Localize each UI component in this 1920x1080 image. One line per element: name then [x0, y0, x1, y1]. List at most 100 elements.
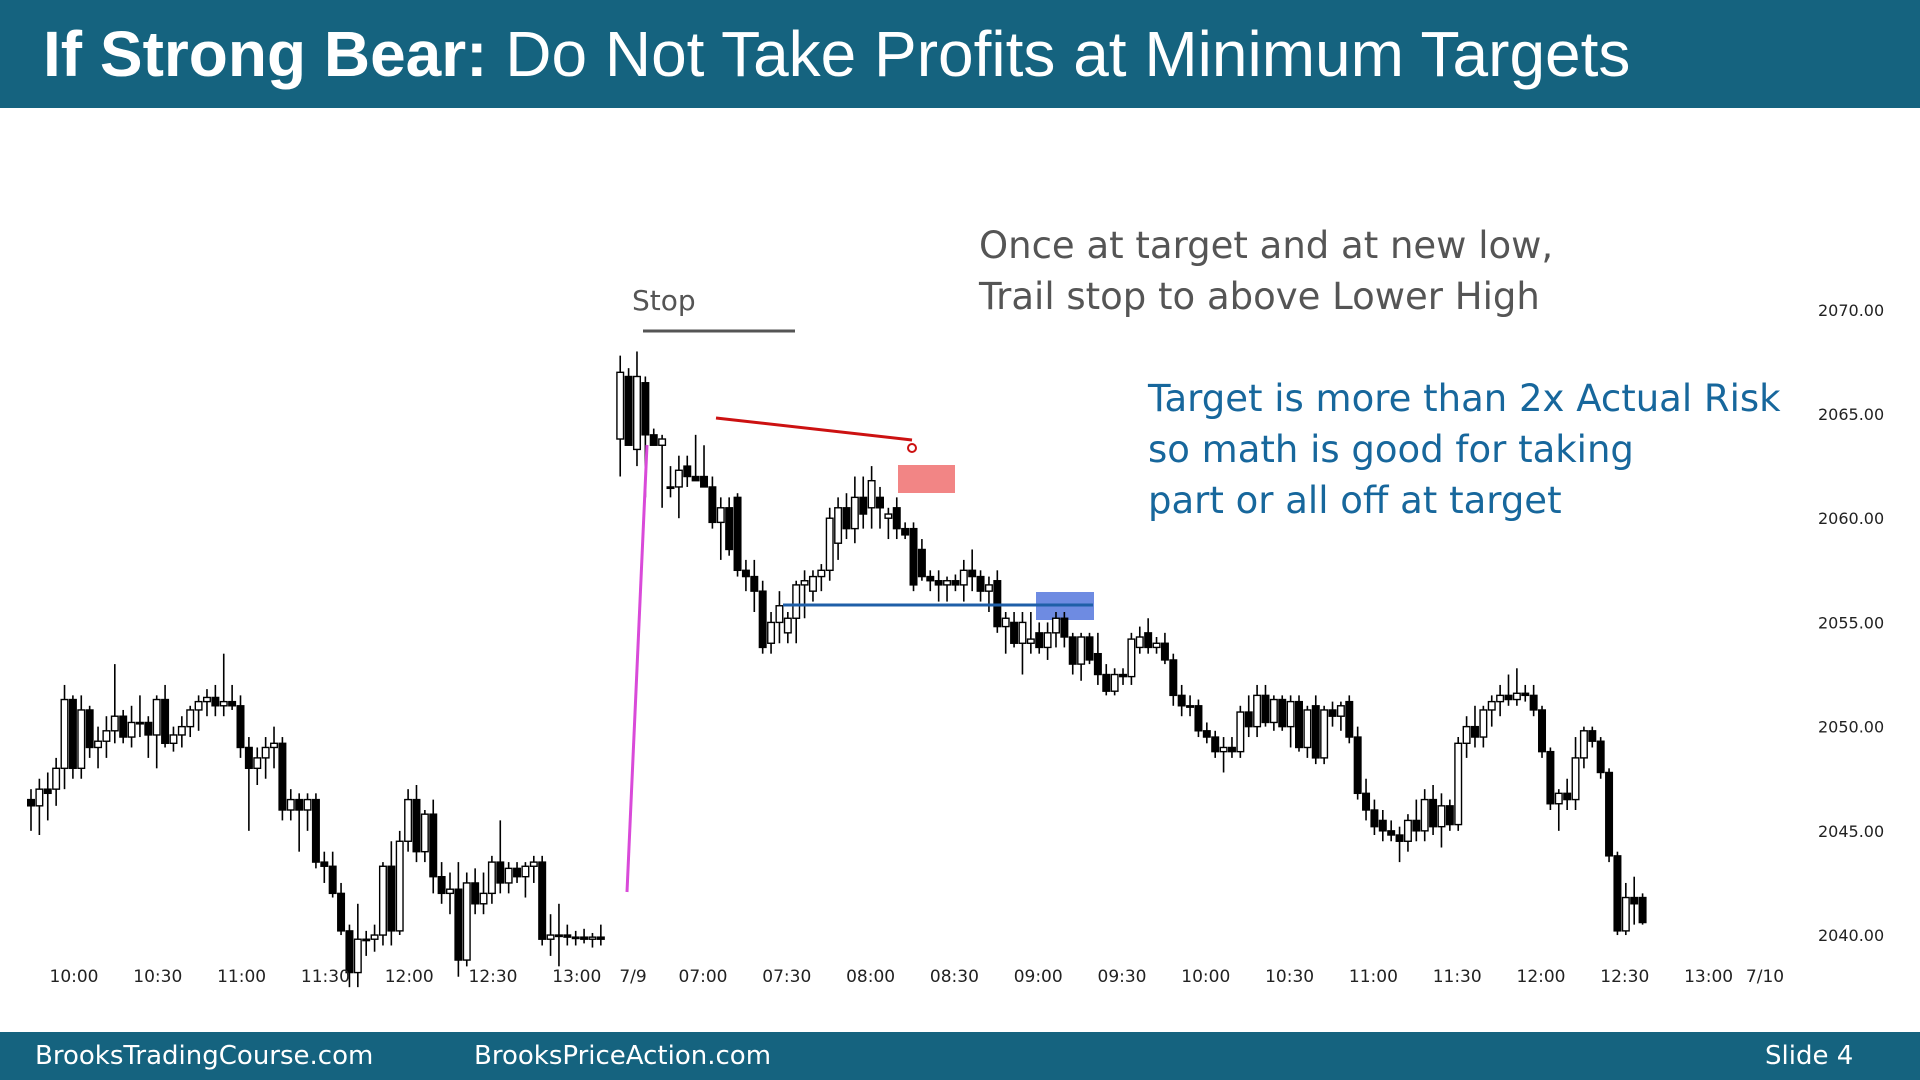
candle — [1529, 684, 1538, 717]
bull-candle-body — [1336, 705, 1345, 717]
candle — [161, 684, 170, 748]
bull-candle-body — [169, 734, 178, 745]
candle — [783, 612, 792, 644]
candle — [775, 591, 784, 644]
x-tick-label: 12:30 — [469, 967, 518, 987]
bear-candle-body — [1068, 636, 1077, 665]
bear-candle-body — [563, 934, 572, 938]
candle — [1563, 778, 1572, 810]
candle — [43, 772, 52, 821]
bear-candle-body — [1144, 632, 1153, 649]
candle — [1437, 793, 1446, 848]
bear-candle-body — [1010, 621, 1019, 644]
candle — [286, 789, 295, 821]
bear-candle-body — [1311, 705, 1320, 759]
candle — [1630, 876, 1639, 925]
x-tick-label: 07:00 — [679, 967, 728, 987]
candle — [119, 709, 128, 744]
bull-candle-body — [1127, 638, 1136, 678]
x-tick-label: 07:30 — [762, 967, 811, 987]
bull-candle-body — [867, 479, 876, 509]
candle — [194, 695, 203, 731]
y-tick-label: 2040.00 — [1818, 926, 1884, 945]
candle — [1160, 632, 1169, 665]
x-tick-label: 13:00 — [552, 967, 601, 987]
bull-candle-body — [1621, 896, 1630, 932]
x-tick-label: 7/9 — [619, 967, 646, 987]
bear-candle-body — [1588, 730, 1597, 742]
bear-candle-body — [43, 788, 52, 795]
candle — [1403, 814, 1412, 852]
candle — [1328, 701, 1337, 727]
gap-line — [625, 444, 649, 893]
bull-candle-body — [959, 569, 968, 586]
candle — [1554, 789, 1563, 831]
bear-candle-body — [733, 496, 742, 572]
bull-candle-body — [800, 580, 809, 586]
candle — [1420, 789, 1429, 842]
bear-candle-body — [1202, 730, 1211, 738]
candle — [1286, 695, 1295, 748]
bull-candle-body — [1152, 642, 1161, 649]
candle — [479, 872, 488, 915]
bull-candle-body — [1479, 709, 1488, 738]
bear-candle-body — [412, 798, 421, 853]
footer-price-action-site: BrooksPriceAction.com — [474, 1041, 772, 1071]
bear-candle-body — [144, 721, 153, 736]
candle — [253, 747, 262, 785]
candle — [513, 862, 522, 883]
candle — [700, 445, 709, 488]
candle — [27, 789, 36, 831]
lower-high-highlight — [898, 465, 955, 493]
bear-candle-body — [1412, 819, 1421, 832]
candle — [1001, 612, 1010, 654]
candle — [144, 716, 153, 758]
candle — [538, 855, 547, 946]
candle — [876, 486, 885, 529]
bull-candle-body — [716, 507, 725, 524]
bear-candle-body — [244, 746, 253, 770]
candle — [1018, 612, 1027, 675]
bear-candle-body — [1227, 746, 1236, 753]
candle — [1202, 722, 1211, 744]
bull-candle-body — [1001, 617, 1010, 628]
bull-candle-body — [1454, 742, 1463, 826]
bear-candle-body — [1119, 673, 1128, 678]
bear-candle-body — [1563, 792, 1572, 801]
bear-candle-body — [1345, 700, 1354, 738]
candle — [228, 684, 237, 710]
bear-candle-body — [1278, 698, 1287, 728]
candle — [588, 932, 597, 948]
bull-candle-body — [984, 584, 993, 592]
candle — [412, 784, 421, 863]
candle — [462, 872, 471, 967]
bear-candle-body — [1328, 709, 1337, 717]
bull-candle-body — [632, 375, 641, 451]
bull-candle-body — [1420, 798, 1429, 832]
bull-candle-body — [1303, 709, 1312, 749]
candle — [102, 716, 111, 758]
bull-candle-body — [362, 938, 371, 942]
candle — [1077, 632, 1086, 681]
bear-candle-body — [1521, 692, 1530, 697]
x-tick-label: 08:00 — [846, 967, 895, 987]
bear-candle-body — [211, 696, 220, 707]
candle — [1010, 612, 1019, 648]
candle — [571, 930, 580, 946]
candle — [1244, 695, 1253, 738]
bear-candle-body — [1261, 694, 1270, 724]
candle — [521, 862, 530, 898]
candle — [337, 882, 346, 936]
candle — [1278, 695, 1287, 731]
bear-candle-body — [1194, 705, 1203, 732]
bear-candle-body — [1630, 896, 1639, 905]
candle — [1479, 705, 1488, 748]
y-axis: 2040.00 2045.00 2050.00 2055.00 2060.00 2065.… — [1818, 301, 1884, 945]
slide-title: If Strong Bear: Do Not Take Profits at M… — [43, 0, 1630, 108]
candle — [1412, 799, 1421, 842]
bull-candle-body — [1051, 617, 1060, 634]
candle — [1395, 826, 1404, 863]
candle — [850, 476, 859, 544]
bear-candle-body — [1093, 652, 1102, 676]
bear-candle-body — [842, 507, 851, 530]
